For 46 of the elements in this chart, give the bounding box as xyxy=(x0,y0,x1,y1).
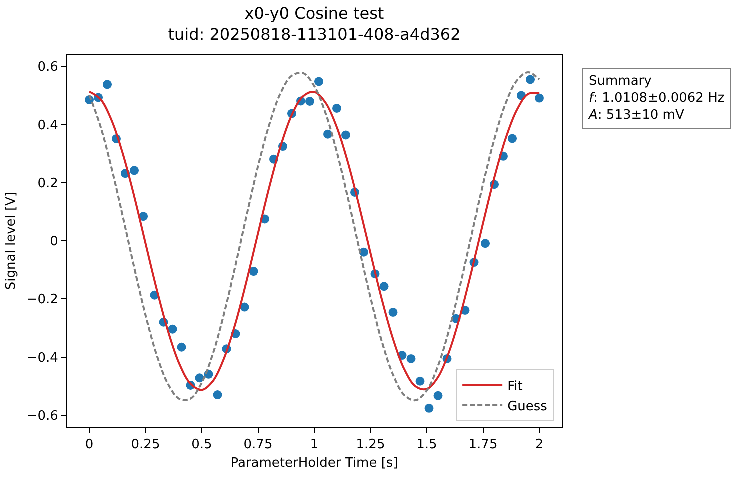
x-tick-label: 1.25 xyxy=(356,438,386,453)
x-tick-label: 2 xyxy=(535,438,544,453)
point xyxy=(380,282,389,292)
point xyxy=(324,130,332,139)
point xyxy=(306,97,314,106)
x-tick-label: 0.25 xyxy=(131,438,160,453)
y-tick-label: 0 xyxy=(50,234,58,250)
point xyxy=(249,267,258,276)
point xyxy=(240,302,250,312)
y-tick-label: 0.6 xyxy=(38,60,58,76)
point xyxy=(342,130,350,140)
point xyxy=(360,248,368,257)
y-axis-title: Signal level [V] xyxy=(4,192,19,290)
y-tick-label: −0.6 xyxy=(26,408,58,424)
legend-label: Guess xyxy=(508,399,548,414)
point xyxy=(406,354,416,364)
point xyxy=(130,166,139,176)
point xyxy=(103,80,112,90)
point xyxy=(481,239,490,248)
y-tick-label: −0.2 xyxy=(26,292,58,308)
point xyxy=(416,376,425,386)
point xyxy=(535,94,544,103)
x-tick-label: 0 xyxy=(85,438,94,453)
x-axis-title: ParameterHolder Time [s] xyxy=(230,456,398,472)
x-tick-label: 0.75 xyxy=(244,438,273,453)
x-tick-label: 1.5 xyxy=(416,438,438,453)
point xyxy=(388,308,398,317)
point xyxy=(424,404,434,413)
text: Summary f: 1.0108±0.0062 Hz A: 513±10 mV xyxy=(588,74,725,123)
point xyxy=(168,324,178,334)
point xyxy=(508,134,517,144)
chart-title: x0-y0 Cosine test tuid: 20250818-113101-408-a4d362 xyxy=(168,4,461,44)
point xyxy=(434,391,443,400)
x-tick-label: 1 xyxy=(310,438,319,453)
legend-label: Fit xyxy=(508,379,523,394)
y-tick-label: −0.4 xyxy=(26,350,58,366)
point xyxy=(177,342,186,352)
point xyxy=(213,390,222,400)
point xyxy=(526,75,535,84)
point xyxy=(314,77,324,86)
point xyxy=(195,374,204,383)
x-tick-label: 1.75 xyxy=(468,438,498,453)
y-tick-label: 0.2 xyxy=(38,176,58,192)
point xyxy=(332,104,342,113)
x-tick-label: 0.5 xyxy=(192,438,212,453)
y-tick-label: 0.4 xyxy=(38,118,58,134)
